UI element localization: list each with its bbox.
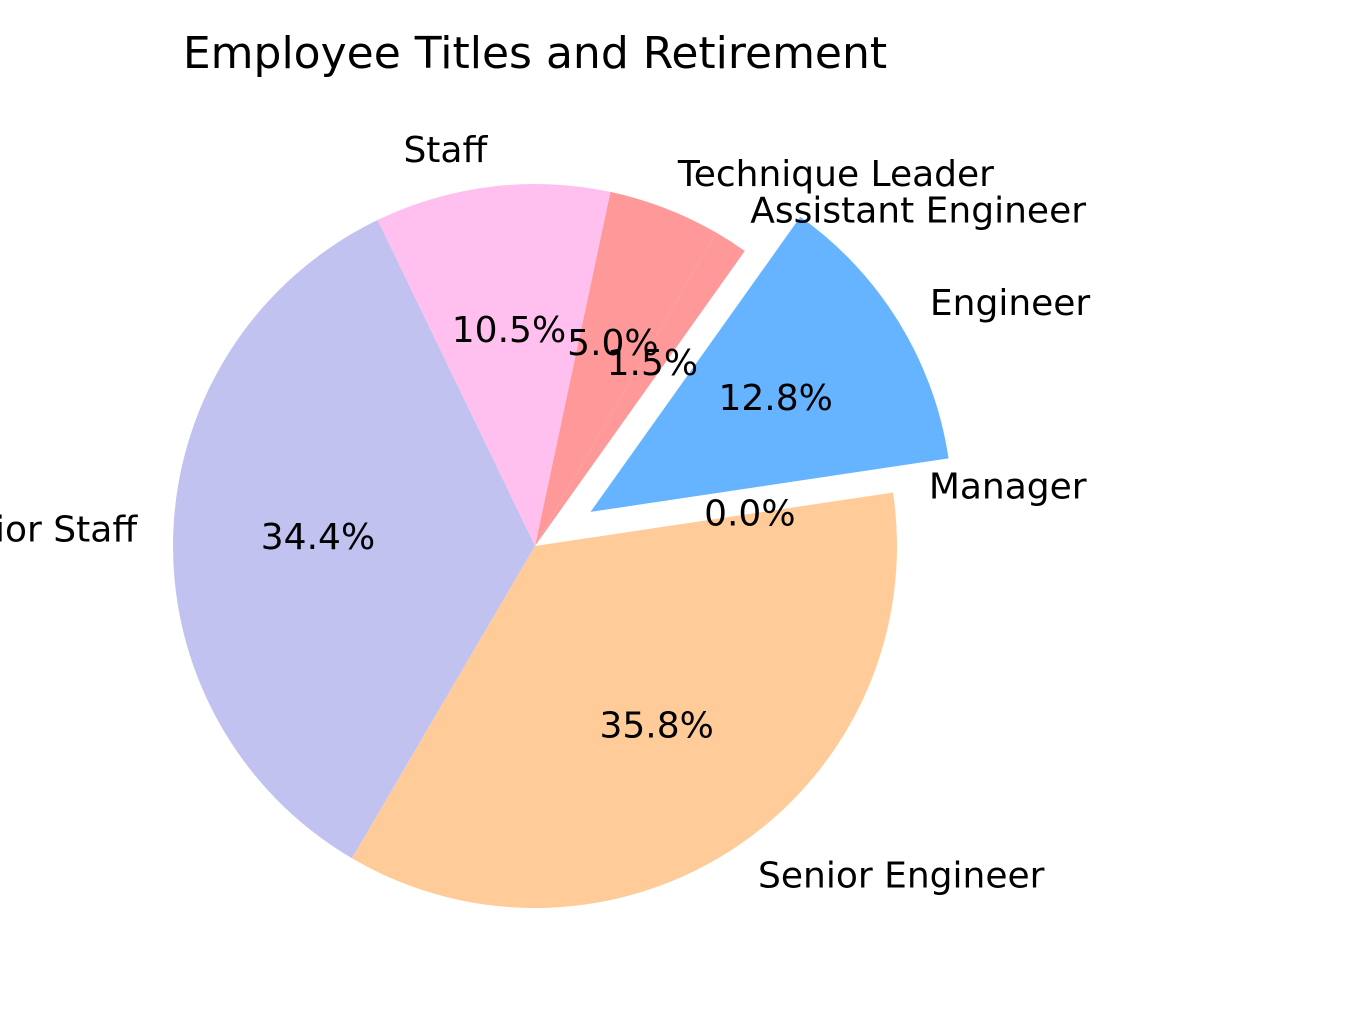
label-assistant-engineer: Assistant Engineer [750, 190, 1086, 231]
slice-senior-engineer [351, 492, 898, 909]
pie-slices [173, 184, 949, 909]
label-engineer: Engineer [930, 283, 1091, 324]
label-technique-leader: Technique Leader [677, 154, 994, 195]
pct-assistant-engineer: 1.5% [607, 343, 698, 384]
pct-senior-staff: 34.4% [261, 517, 375, 558]
chart-title: Employee Titles and Retirement [183, 28, 887, 79]
label-senior-engineer: Senior Engineer [758, 855, 1045, 896]
slice-engineer [590, 216, 949, 512]
label-staff: Staff [403, 130, 488, 171]
slice-staff [377, 184, 611, 547]
pct-senior-engineer: 35.8% [599, 705, 713, 746]
slice-senior-staff [173, 220, 536, 859]
label-manager: Manager [929, 467, 1087, 508]
slice-assistant-engineer [535, 232, 745, 546]
slice-technique-leader [535, 191, 717, 546]
pie-labels: Engineer 12.8% Assistant Engineer 1.5% Techn… [0, 130, 1090, 896]
pct-manager: 0.0% [704, 493, 795, 534]
pct-technique-leader: 5.0% [567, 323, 658, 364]
pct-staff: 10.5% [452, 310, 566, 351]
label-senior-staff: Senior Staff [0, 510, 138, 551]
pct-engineer: 12.8% [718, 378, 832, 419]
